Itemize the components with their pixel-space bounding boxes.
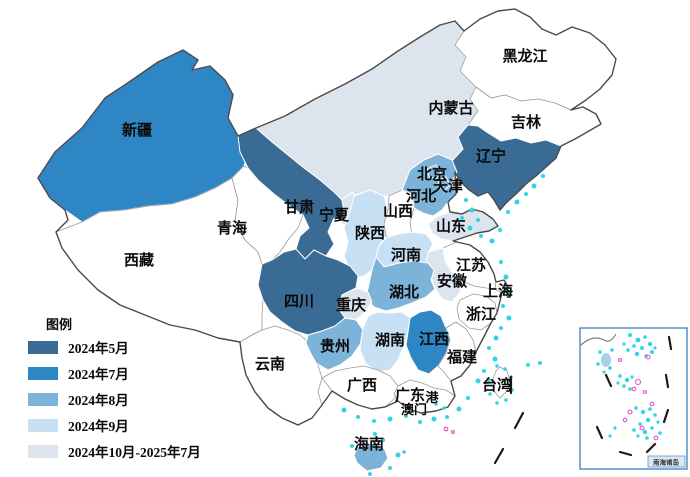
inset-coastline xyxy=(579,333,617,347)
label-tianjin: 天津 xyxy=(433,177,463,195)
label-hebei: 河北 xyxy=(406,187,436,205)
label-fujian: 福建 xyxy=(446,348,478,366)
label-jiangxi: 江西 xyxy=(419,330,449,348)
label-heilongjiang: 黑龙江 xyxy=(502,47,547,65)
label-guizhou: 贵州 xyxy=(320,337,350,355)
label-anhui: 安徽 xyxy=(437,272,468,290)
inset-label-box xyxy=(647,455,686,468)
nine-dash-line-main xyxy=(493,375,525,465)
province-taiwan xyxy=(492,366,511,399)
legend-swatch-sep2024 xyxy=(28,418,58,432)
legend-row: 2024年5月 xyxy=(28,340,201,356)
inset-hainan-blob xyxy=(601,353,611,367)
legend-swatch-may2024 xyxy=(28,340,58,354)
label-hainan: 海南 xyxy=(354,435,384,453)
legend-swatch-oct2024-jul2025 xyxy=(28,444,58,458)
province-beijing xyxy=(426,164,442,180)
legend: 图例 2024年5月 2024年7月 2024年8月 2024年9月 2024年… xyxy=(28,314,201,470)
province-sichuan xyxy=(257,248,359,336)
label-ningxia: 宁夏 xyxy=(319,206,350,224)
province-gansu xyxy=(237,127,349,260)
inset-island-rings xyxy=(617,354,659,441)
province-tianjin xyxy=(437,176,451,192)
legend-label: 2024年8月 xyxy=(68,393,129,408)
label-jilin: 吉林 xyxy=(511,113,542,131)
label-liaoning: 辽宁 xyxy=(476,147,506,165)
label-shanxi: 山西 xyxy=(383,203,413,220)
island-rings-main xyxy=(443,426,456,435)
label-hubei: 湖北 xyxy=(389,284,419,301)
south-china-sea-inset: 南海诸岛 xyxy=(579,327,688,470)
legend-label: 2024年5月 xyxy=(68,341,129,356)
province-shaanxi xyxy=(343,189,389,279)
label-guangxi: 广西 xyxy=(347,376,377,394)
label-gansu: 甘肃 xyxy=(284,198,314,216)
label-macau: 澳门 xyxy=(401,402,427,417)
inset-label: 南海诸岛 xyxy=(653,458,680,467)
legend-swatch-aug2024 xyxy=(28,392,58,406)
label-yunnan: 云南 xyxy=(255,355,285,373)
coastal-island-dots xyxy=(341,174,545,476)
label-hunan: 湖南 xyxy=(375,331,405,349)
label-beijing: 北京 xyxy=(417,165,447,183)
province-hunan xyxy=(359,311,411,373)
inset-frame xyxy=(579,327,688,470)
province-shapes xyxy=(37,8,617,472)
label-sichuan: 四川 xyxy=(284,293,314,310)
label-chongqing: 重庆 xyxy=(336,296,366,314)
inset-nine-dash-line xyxy=(595,335,673,457)
legend-row: 2024年9月 xyxy=(28,418,201,434)
legend-swatch-jul2024 xyxy=(28,366,58,380)
label-xinjiang: 新疆 xyxy=(122,121,152,139)
legend-label: 2024年10月-2025年7月 xyxy=(68,445,201,460)
province-labels: 新疆 西藏 青海 甘肃 内蒙古 宁夏 陕西 山西 黑龙江 吉林 辽宁 北京 天津… xyxy=(122,47,548,453)
label-henan: 河南 xyxy=(391,246,421,264)
label-jiangsu: 江苏 xyxy=(456,256,486,274)
legend-label: 2024年9月 xyxy=(68,419,129,434)
label-shandong: 山东 xyxy=(436,217,466,235)
legend-row: 2024年8月 xyxy=(28,392,201,408)
legend-label: 2024年7月 xyxy=(68,367,129,382)
province-hebei xyxy=(401,153,458,217)
label-shanghai: 上海 xyxy=(483,282,513,300)
legend-row: 2024年7月 xyxy=(28,366,201,382)
label-guangdong: 广东 xyxy=(395,386,425,404)
legend-row: 2024年10月-2025年7月 xyxy=(28,444,201,460)
china-national-boundary xyxy=(37,8,617,426)
label-hongkong: 港 xyxy=(425,390,439,405)
legend-title: 图例 xyxy=(46,317,73,332)
label-qinghai: 青海 xyxy=(217,219,247,237)
label-shaanxi: 陕西 xyxy=(355,224,385,242)
label-neimenggu: 内蒙古 xyxy=(428,99,473,117)
label-zhejiang: 浙江 xyxy=(466,305,496,323)
inset-island-dots xyxy=(596,333,662,440)
label-taiwan: 台湾 xyxy=(482,376,512,394)
label-xizang: 西藏 xyxy=(124,251,154,269)
province-hainan xyxy=(353,442,389,472)
province-guizhou xyxy=(305,317,364,371)
